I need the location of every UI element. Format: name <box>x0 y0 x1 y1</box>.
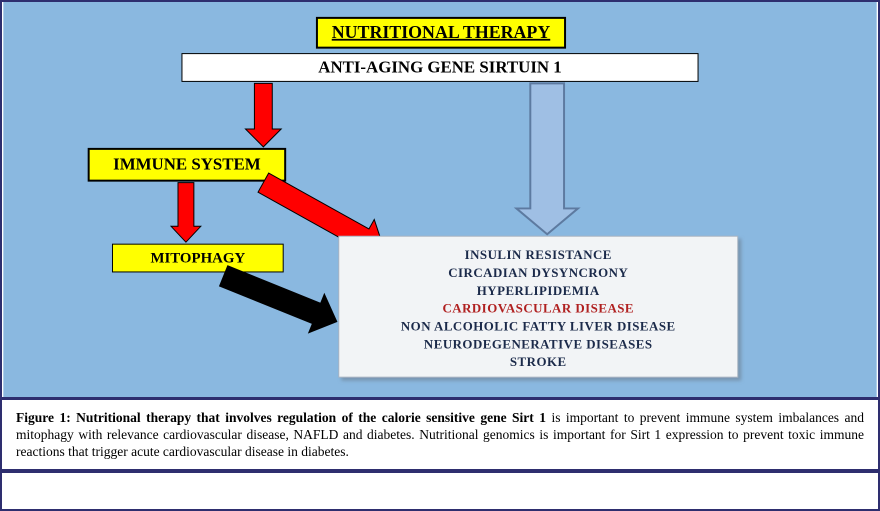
caption-lead: Figure 1: Nutritional therapy that invol… <box>16 410 546 425</box>
svg-text:STROKE: STROKE <box>510 355 567 369</box>
box-title: NUTRITIONAL THERAPY <box>317 18 565 48</box>
svg-text:CIRCADIAN DYSYNCRONY: CIRCADIAN DYSYNCRONY <box>448 266 628 280</box>
figure-container: NUTRITIONAL THERAPY ANTI-AGING GENE SIRTU… <box>0 0 880 511</box>
box-gene: ANTI-AGING GENE SIRTUIN 1 <box>182 54 698 82</box>
svg-text:INSULIN RESISTANCE: INSULIN RESISTANCE <box>465 248 612 262</box>
svg-text:IMMUNE SYSTEM: IMMUNE SYSTEM <box>113 155 261 174</box>
svg-text:MITOPHAGY: MITOPHAGY <box>150 250 245 266</box>
svg-text:NUTRITIONAL THERAPY: NUTRITIONAL THERAPY <box>332 22 551 42</box>
box-diseases: INSULIN RESISTANCE CIRCADIAN DYSYNCRONY HY… <box>339 236 738 377</box>
svg-text:ANTI-AGING GENE SIRTUIN 1: ANTI-AGING GENE SIRTUIN 1 <box>318 57 561 76</box>
figure-caption: Figure 1: Nutritional therapy that invol… <box>2 400 878 473</box>
svg-text:CARDIOVASCULAR DISEASE: CARDIOVASCULAR DISEASE <box>442 302 634 316</box>
diagram-area: NUTRITIONAL THERAPY ANTI-AGING GENE SIRTU… <box>2 2 878 400</box>
flowchart-svg: NUTRITIONAL THERAPY ANTI-AGING GENE SIRTU… <box>2 2 878 397</box>
svg-text:HYPERLIPIDEMIA: HYPERLIPIDEMIA <box>477 284 600 298</box>
svg-text:NEURODEGENERATIVE DISEASES: NEURODEGENERATIVE DISEASES <box>424 337 653 351</box>
svg-text:NON ALCOHOLIC FATTY LIVER DISE: NON ALCOHOLIC FATTY LIVER DISEASE <box>401 319 676 333</box>
box-mitophagy: MITOPHAGY <box>112 244 283 272</box>
box-immune: IMMUNE SYSTEM <box>89 149 286 181</box>
